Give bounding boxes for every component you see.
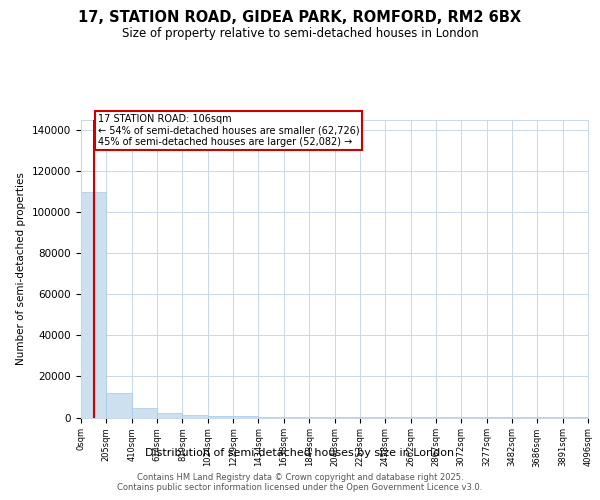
Bar	[81, 192, 106, 418]
Bar	[157, 413, 182, 418]
Bar	[106, 393, 132, 417]
Text: 17, STATION ROAD, GIDEA PARK, ROMFORD, RM2 6BX: 17, STATION ROAD, GIDEA PARK, ROMFORD, R…	[79, 10, 521, 25]
Bar	[208, 416, 233, 418]
Bar	[233, 416, 259, 418]
Text: Size of property relative to semi-detached houses in London: Size of property relative to semi-detach…	[122, 28, 478, 40]
Text: Distribution of semi-detached houses by size in London: Distribution of semi-detached houses by …	[145, 448, 455, 458]
Bar	[284, 417, 309, 418]
Bar	[259, 417, 284, 418]
Bar	[182, 415, 208, 418]
Text: Contains HM Land Registry data © Crown copyright and database right 2025.
Contai: Contains HM Land Registry data © Crown c…	[118, 473, 482, 492]
Y-axis label: Number of semi-detached properties: Number of semi-detached properties	[16, 172, 26, 365]
Bar	[132, 408, 157, 418]
Text: 17 STATION ROAD: 106sqm
← 54% of semi-detached houses are smaller (62,726)
45% o: 17 STATION ROAD: 106sqm ← 54% of semi-de…	[98, 114, 359, 148]
